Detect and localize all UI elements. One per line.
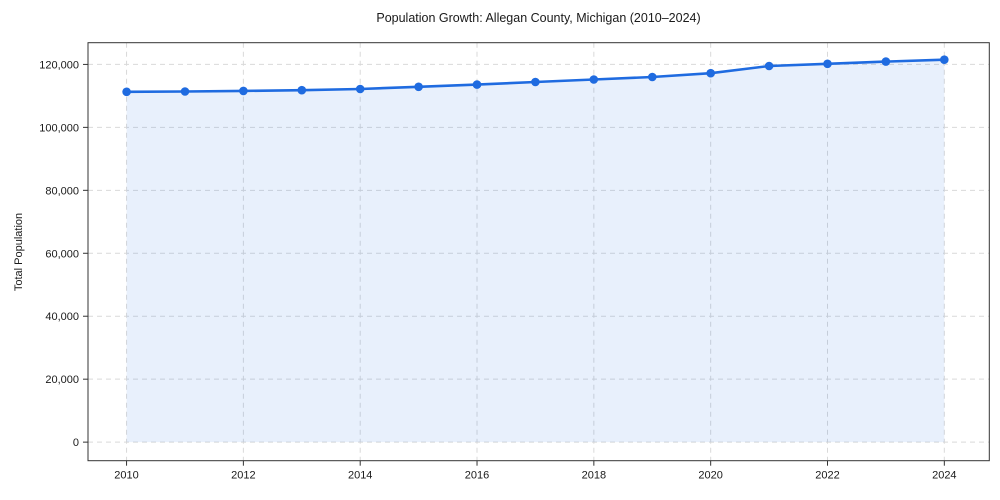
data-point <box>706 68 715 78</box>
data-point <box>239 86 248 96</box>
data-point <box>414 82 423 92</box>
data-point <box>823 59 832 69</box>
data-point <box>881 57 891 66</box>
x-tick-label: 2024 <box>932 470 956 482</box>
chart-title: Population Growth: Allegan County, Michi… <box>376 11 701 25</box>
data-point <box>472 80 482 89</box>
data-point <box>122 87 131 97</box>
y-tick-label: 0 <box>73 437 79 449</box>
data-point <box>355 84 365 94</box>
y-tick-label: 120,000 <box>39 59 79 71</box>
data-point <box>764 61 774 71</box>
data-point <box>531 77 540 87</box>
area-fill <box>126 59 945 443</box>
y-tick-label: 40,000 <box>45 311 79 323</box>
y-axis-title: Total Population <box>13 213 25 291</box>
x-tick-label: 2020 <box>698 470 722 482</box>
y-tick-label: 20,000 <box>45 374 79 386</box>
data-point <box>180 87 190 96</box>
x-tick-label: 2018 <box>582 470 606 482</box>
x-tick-label: 2014 <box>348 470 372 482</box>
plot-border <box>87 42 990 462</box>
data-point <box>648 72 657 82</box>
y-tick-label: 80,000 <box>45 185 79 197</box>
x-tick-label: 2012 <box>231 470 255 482</box>
y-tick-label: 100,000 <box>39 122 79 134</box>
x-tick-label: 2022 <box>815 470 839 482</box>
x-tick-label: 2010 <box>114 470 138 482</box>
y-tick-label: 60,000 <box>45 248 79 260</box>
data-point <box>589 75 599 84</box>
data-point <box>297 85 307 95</box>
x-tick-label: 2016 <box>465 470 489 482</box>
data-point <box>940 55 949 64</box>
